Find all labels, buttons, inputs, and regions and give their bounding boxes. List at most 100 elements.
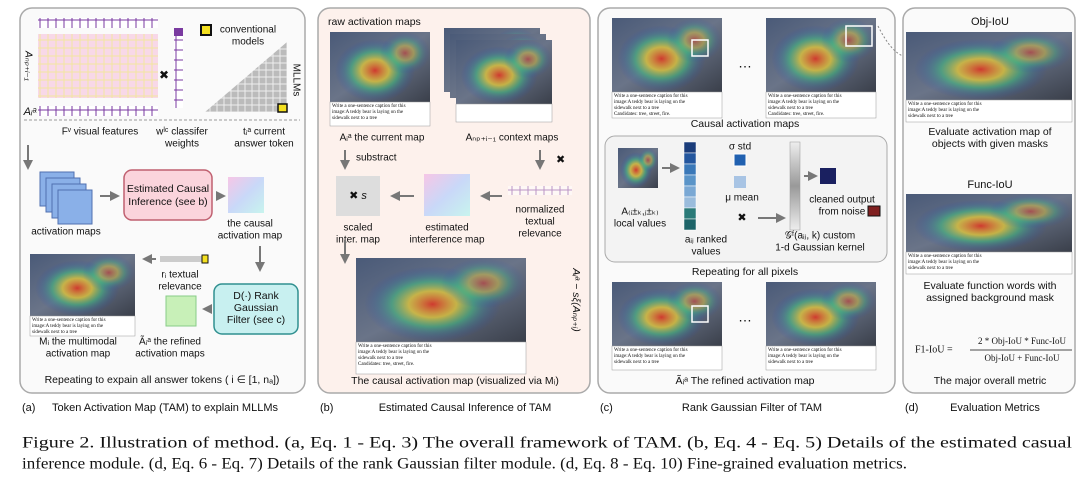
refined-map [165,295,197,327]
thumbnail-caption: image:A teddy bear is laying on the [768,354,840,359]
thumbnail-caption: sidewalk next to a tree [908,266,954,271]
label: the causal [227,219,273,230]
ranked-cell [683,196,697,209]
label: Inference (see b) [128,196,207,208]
label: activation maps [135,349,204,360]
classifier-top [174,28,183,36]
caption-strip [905,99,1073,123]
std-square [733,153,747,167]
context-caption [455,103,553,123]
heatmap [380,32,430,74]
label: wˡᶜ classifer [155,127,208,138]
label: Aᵢᵃ − sξ(Aₙₚ₊ᵢ) [570,267,582,332]
label: tᵢᵃ current [243,127,285,138]
thumbnail-caption: Write a one-sentence caption for this [32,318,106,323]
relevance-token [201,254,209,264]
label: answer token [234,139,293,150]
label: Rank Gaussian Filter of TAM [682,402,822,414]
label: models [232,37,264,48]
label: raw activation maps [328,16,421,28]
multiply: ✖ [556,154,565,166]
label: The causal activation map (visualized vi… [351,375,559,387]
label: (a) [22,402,35,414]
label: F1-IoU = [915,344,953,355]
thumbnail-caption: Write a one-sentence caption for this [768,348,842,353]
label: Token Activation Map (TAM) to explain ML… [52,402,278,414]
label: Obj-IoU [971,16,1009,28]
cleaned-square [820,168,836,184]
label: Aᵢᵃ the current map [340,133,425,144]
label: Evaluate function words with [923,280,1056,292]
ranked-cell [683,218,697,231]
caption-strip [329,101,431,127]
label: local values [614,219,666,230]
caption-strip [765,345,877,371]
thumbnail-caption: Write a one-sentence caption for this [332,104,406,109]
label: rᵢ textual [161,270,198,281]
label: relevance [158,282,202,293]
label: … [738,309,752,325]
ranked-cell [683,174,697,187]
thumbnail-caption: image:A teddy bear is laying on the [358,350,430,355]
mean-square [734,176,746,188]
ranked-cell [683,152,697,165]
label: (c) [600,402,613,414]
noise-box [867,205,881,217]
label: estimated [425,223,468,234]
label: objects with given masks [932,138,1048,150]
heatmap [821,18,876,63]
thumbnail-caption: Write a one-sentence caption for this [908,102,982,107]
rank-box [213,283,299,335]
label: Estimated Causal Inference of TAM [379,402,552,414]
thumbnail-caption: Candidates: tree, street, fire. [358,362,414,367]
figure-caption: Figure 2. Illustration of method. (a, Eq… [22,435,1072,452]
thumbnail-caption: sidewalk next to a tree [768,360,814,365]
thumbnail-caption: sidewalk next to a tree [614,360,660,365]
thumbnail-caption: image:A teddy bear is laying on the [614,100,686,105]
label: Aₙₚ₊ᵢ₋₁ context maps [466,133,559,144]
thumbnail-caption: sidewalk next to a tree [332,116,378,121]
label: activation map [218,231,283,242]
scaled-box [336,176,380,216]
heatmap [821,282,876,321]
activation-map [57,189,93,225]
label: interference map [409,235,484,246]
label: Ãᵢᵃ the refined [139,335,201,348]
label: D(·) Rank [233,290,279,302]
figure-caption: inference module. (d, Eq. 6 - Eq. 7) Det… [22,456,907,473]
thumbnail-caption: Write a one-sentence caption for this [768,94,842,99]
label: Obj-IoU + Func-IoU [984,353,1060,363]
thumbnail-caption: Candidates: tree, street, fire. [768,112,824,117]
label: from noise [819,207,866,218]
token-box [200,24,212,36]
label: relevance [518,229,562,240]
label: ✖ s [349,190,367,202]
label: μ mean [725,193,759,204]
heatmap [82,254,135,292]
local-window [691,305,709,323]
heatmap [638,148,658,172]
thumbnail-caption: sidewalk next to a tree [358,356,404,361]
label: conventional [220,25,276,36]
thumbnail-caption: Write a one-sentence caption for this [614,94,688,99]
thumbnail-caption: sidewalk next to a tree [32,330,78,335]
feature-row [38,18,158,28]
local-window [845,25,873,47]
caption-strip [905,251,1073,275]
heatmap [989,194,1072,229]
label: Filter (see c) [227,314,285,326]
heatmap [989,32,1072,73]
label: MLLMs [290,64,301,97]
label: Causal activation maps [691,118,800,130]
label: Estimated Causal [127,183,209,195]
thumbnail-caption: sidewalk next to a tree [768,106,814,111]
current-token [277,103,288,113]
label: The major overall metric [934,375,1047,387]
label: A₍ᵢ±ₖ,ⱼ±ₖ₎ [621,207,658,218]
label: Evaluation Metrics [950,402,1040,414]
attention-triangle [205,42,287,112]
label: Fᵛ visual features [62,127,139,138]
thumbnail-caption: image:A teddy bear is laying on the [32,324,104,329]
label: activation maps [31,227,100,238]
